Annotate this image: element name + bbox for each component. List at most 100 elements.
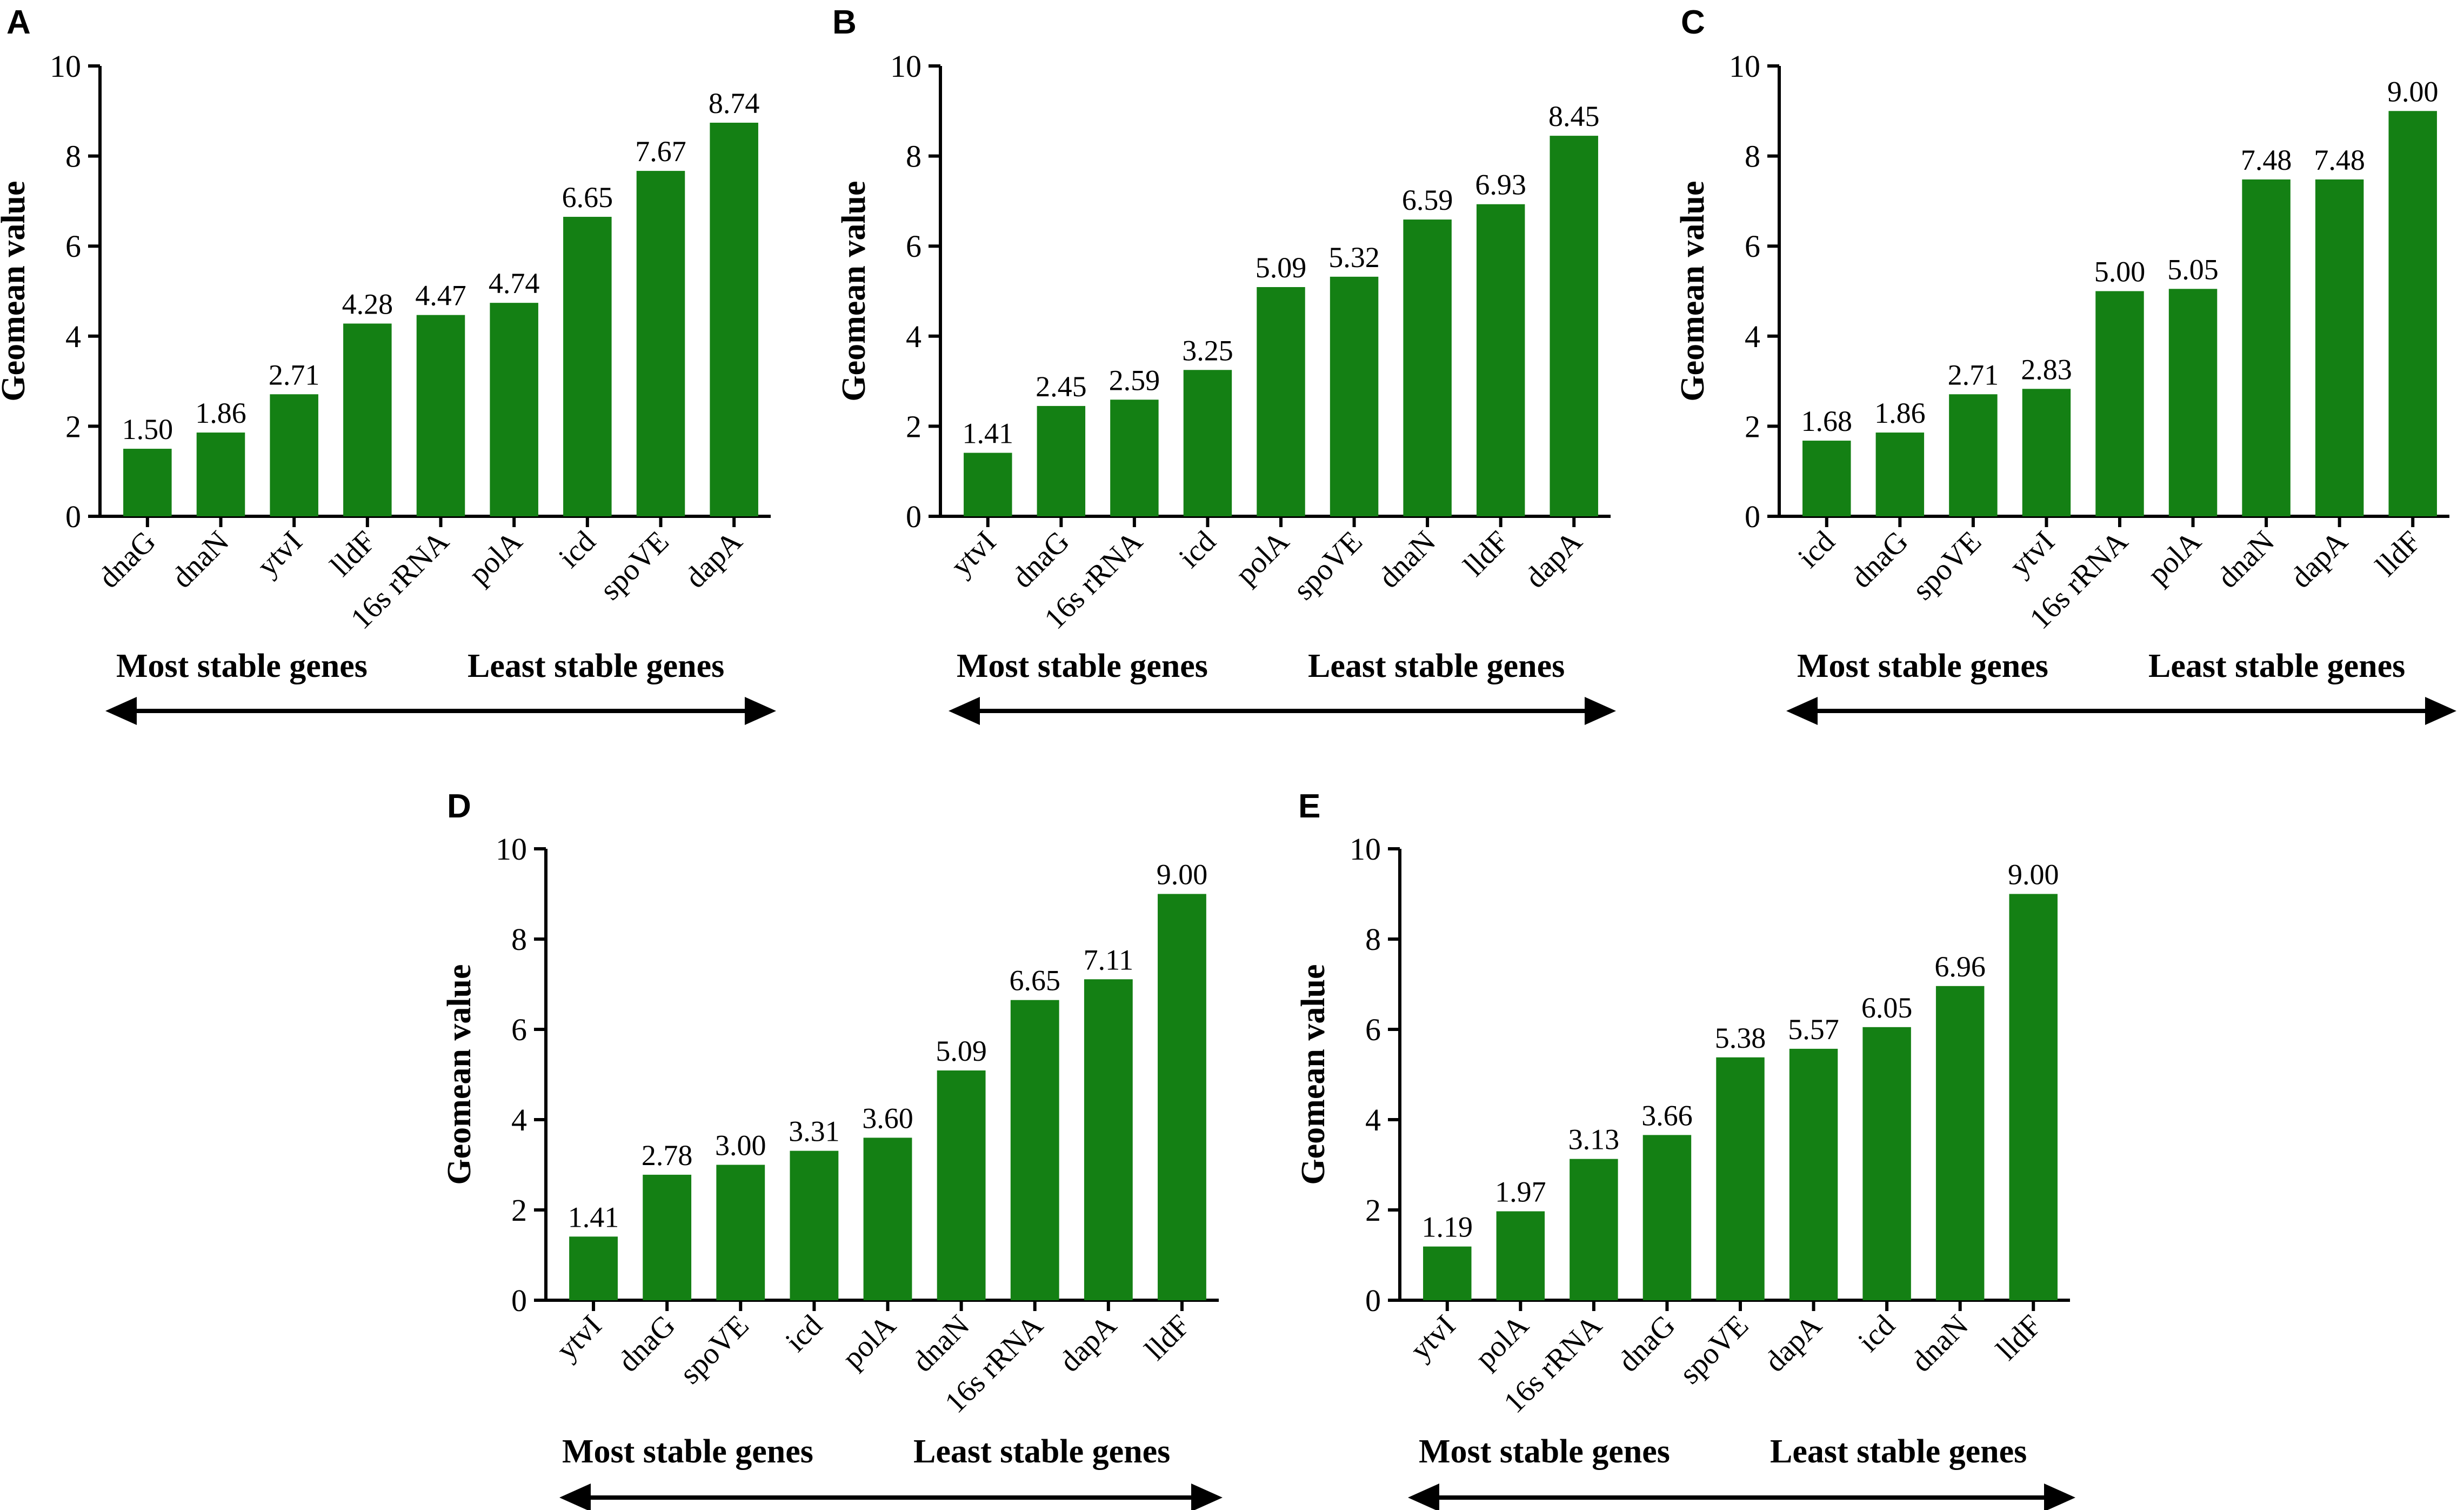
data-label: 6.59: [1402, 184, 1453, 216]
data-label: 8.45: [1548, 100, 1600, 132]
bar: [1862, 1027, 1911, 1300]
category-label: dnaG: [1612, 1308, 1682, 1379]
bar: [196, 433, 245, 516]
data-label: 7.48: [2241, 144, 2292, 176]
bar: [2242, 179, 2291, 516]
category-label: dnaN: [165, 524, 236, 595]
bar: [1158, 894, 1206, 1300]
data-label: 3.13: [1568, 1123, 1620, 1156]
y-tick-label: 6: [1365, 1012, 1381, 1047]
y-tick-label: 4: [65, 319, 81, 354]
data-label: 1.86: [195, 397, 246, 429]
data-label: 6.93: [1475, 169, 1526, 201]
category-label: dnaN: [2211, 524, 2281, 595]
category-label: spoVE: [1906, 524, 1988, 607]
category-label: dapA: [1758, 1308, 1828, 1379]
data-label: 1.50: [122, 413, 173, 445]
bar: [1423, 1246, 1472, 1300]
category-label: dapA: [1053, 1308, 1123, 1379]
arrow-left-head: [559, 1484, 591, 1510]
data-label: 7.67: [635, 135, 686, 168]
y-tick-label: 4: [906, 319, 922, 354]
y-tick-label: 8: [65, 139, 81, 174]
bar: [1476, 204, 1525, 517]
data-label: 1.97: [1495, 1176, 1546, 1208]
bar: [1010, 1000, 1059, 1300]
bar: [1716, 1057, 1765, 1300]
bar: [1875, 433, 1925, 516]
bar: [1789, 1048, 1838, 1300]
least-stable-label: Least stable genes: [1308, 648, 1565, 684]
panel-letter: B: [832, 4, 857, 41]
data-label: 2.78: [642, 1139, 693, 1172]
data-label: 3.25: [1182, 334, 1233, 367]
bar: [1037, 405, 1086, 516]
y-axis-label: Geomean value: [441, 964, 478, 1185]
data-label: 5.32: [1328, 241, 1380, 274]
y-axis-label: Geomean value: [1674, 181, 1711, 401]
category-label: icd: [1792, 524, 1841, 574]
bar: [1330, 276, 1379, 516]
category-label: dapA: [679, 524, 749, 595]
panel-letter: D: [447, 788, 471, 825]
bar: [490, 303, 538, 516]
data-label: 7.48: [2314, 144, 2365, 176]
y-tick-label: 10: [1729, 49, 1760, 84]
bar: [964, 453, 1012, 516]
category-label: icd: [779, 1308, 829, 1358]
category-label: spoVE: [593, 524, 676, 607]
data-label: 3.31: [789, 1115, 840, 1148]
bar: [416, 315, 465, 516]
bar: [1550, 136, 1598, 517]
bar: [1257, 287, 1305, 516]
data-label: 4.28: [342, 288, 393, 320]
y-tick-label: 0: [511, 1283, 527, 1318]
y-tick-label: 10: [496, 832, 527, 867]
category-label: spoVE: [1673, 1308, 1755, 1391]
data-label: 4.74: [489, 267, 540, 300]
category-label: dapA: [1519, 524, 1589, 595]
most-stable-label: Most stable genes: [957, 648, 1208, 684]
panel-d: D 0 2 4 6 8 10 Geomean value 1.41 ytvI 2.78 dnaG 3.0…: [441, 788, 1223, 1510]
y-axis-label: Geomean value: [1295, 964, 1332, 1185]
y-tick-label: 2: [906, 409, 922, 444]
y-tick-label: 4: [1365, 1102, 1381, 1138]
bar: [2315, 179, 2364, 516]
data-label: 9.00: [2387, 75, 2439, 108]
bar: [863, 1138, 912, 1300]
y-tick-label: 10: [890, 49, 922, 84]
arrow-left-head: [1786, 697, 1818, 725]
data-label: 3.60: [862, 1102, 913, 1134]
data-label: 1.41: [568, 1201, 619, 1233]
category-label: ytvI: [251, 524, 309, 583]
y-tick-label: 2: [1745, 409, 1760, 444]
category-label: dnaN: [906, 1308, 976, 1379]
bar: [2095, 291, 2144, 516]
data-label: 1.86: [1874, 397, 1926, 429]
least-stable-label: Least stable genes: [913, 1433, 1170, 1470]
y-tick-label: 6: [511, 1012, 527, 1047]
data-label: 9.00: [1157, 859, 1208, 891]
y-tick-label: 2: [65, 409, 81, 444]
category-label: lldF: [1138, 1308, 1197, 1367]
y-tick-label: 8: [1745, 139, 1760, 174]
data-label: 6.65: [562, 181, 613, 214]
bar: [636, 171, 685, 516]
arrow-right-head: [2425, 697, 2456, 725]
bar: [2009, 894, 2058, 1300]
category-label: polA: [2141, 524, 2208, 591]
data-label: 3.66: [1641, 1099, 1693, 1132]
most-stable-label: Most stable genes: [562, 1433, 813, 1470]
y-tick-label: 6: [65, 229, 81, 264]
bar: [563, 217, 612, 516]
panel-c: C 0 2 4 6 8 10 Geomean value 1.68 icd 1.86 dnaG 2.71…: [1674, 4, 2456, 725]
arrow-right-head: [2044, 1484, 2075, 1510]
category-label: ytvI: [1404, 1308, 1462, 1367]
y-tick-label: 0: [1745, 499, 1760, 534]
most-stable-label: Most stable genes: [116, 648, 368, 684]
category-label: dnaN: [1905, 1308, 1975, 1379]
category-label: dnaN: [1372, 524, 1443, 595]
category-label: lldF: [1457, 524, 1515, 583]
y-tick-label: 4: [511, 1102, 527, 1138]
